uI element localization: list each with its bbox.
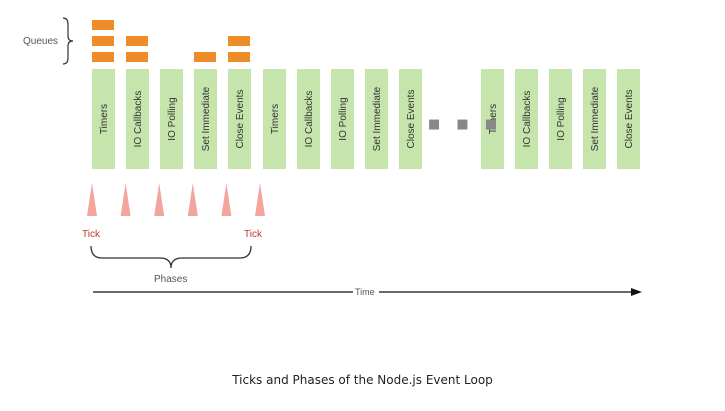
queue-item (228, 52, 250, 62)
queue-item (126, 36, 148, 46)
phase-label: Set Immediate (372, 86, 383, 151)
queue-item (228, 36, 250, 46)
tick-marker (87, 183, 97, 216)
phase-box: IO Polling (331, 69, 354, 169)
phase-box-rect (92, 69, 115, 169)
phase-box-rect (297, 69, 320, 169)
phase-box-rect (481, 69, 504, 169)
phase-label: Timers (270, 104, 281, 134)
phase-box-rect (263, 69, 286, 169)
phase-label: Close Events (406, 90, 417, 149)
phase-label: IO Polling (556, 97, 567, 140)
phase-label: Close Events (624, 90, 635, 149)
phase-box-rect (331, 69, 354, 169)
phase-label: Timers (488, 104, 499, 134)
phase-label: Set Immediate (201, 86, 212, 151)
phases-brace (90, 245, 252, 269)
phase-box: IO Polling (160, 69, 183, 169)
phase-box-rect (126, 69, 149, 169)
phase-box: Timers (263, 69, 286, 169)
time-label-bg (353, 286, 379, 298)
ellipsis: ■ ■ ■ (428, 117, 503, 132)
queue-item (92, 52, 114, 62)
phase-box: IO Callbacks (515, 69, 538, 169)
phase-box: Set Immediate (365, 69, 388, 169)
tick-marker (255, 183, 265, 216)
phase-box-rect (515, 69, 538, 169)
phase-label: Timers (99, 104, 110, 134)
queues-label: Queues (23, 36, 58, 47)
tick-marker (221, 183, 232, 216)
queue-items (92, 20, 250, 62)
phase-box-rect (365, 69, 388, 169)
phase-label: IO Callbacks (133, 91, 144, 148)
phase-label: IO Polling (338, 97, 349, 140)
phase-box: Set Immediate (194, 69, 217, 169)
phase-box: Close Events (617, 69, 640, 169)
queue-item (194, 52, 216, 62)
tick-markers (87, 183, 265, 216)
phase-box-rect (617, 69, 640, 169)
phase-label: IO Callbacks (304, 91, 315, 148)
phase-box: IO Callbacks (126, 69, 149, 169)
phase-box-rect (160, 69, 183, 169)
queue-item (92, 36, 114, 46)
tick-label-end: Tick (244, 229, 263, 240)
queues-brace (62, 17, 74, 65)
phase-box-rect (194, 69, 217, 169)
phase-box-rect (549, 69, 572, 169)
time-label: Time (355, 287, 375, 297)
phase-label: IO Callbacks (522, 91, 533, 148)
tick-marker (187, 183, 198, 216)
phase-label: IO Polling (167, 97, 178, 140)
phase-box: Close Events (399, 69, 422, 169)
tick-marker (120, 183, 131, 216)
tick-label-start: Tick (82, 229, 101, 240)
phase-box: Set Immediate (583, 69, 606, 169)
phase-box: Timers (92, 69, 115, 169)
time-arrowhead (631, 288, 642, 296)
phase-label: Set Immediate (590, 86, 601, 151)
phase-box-rect (399, 69, 422, 169)
phase-label: Close Events (235, 90, 246, 149)
phase-box: IO Callbacks (297, 69, 320, 169)
phase-box: Timers (481, 69, 504, 169)
figure-caption: Ticks and Phases of the Node.js Event Lo… (232, 373, 493, 387)
phase-box: IO Polling (549, 69, 572, 169)
phases-label: Phases (154, 274, 187, 285)
queue-item (92, 20, 114, 30)
phase-box-rect (583, 69, 606, 169)
phase-boxes: Timers IO Callbacks IO Polling Set Immediat… (92, 69, 640, 169)
phase-box: Close Events (228, 69, 251, 169)
tick-marker (154, 183, 165, 216)
phase-box-rect (228, 69, 251, 169)
queue-item (126, 52, 148, 62)
